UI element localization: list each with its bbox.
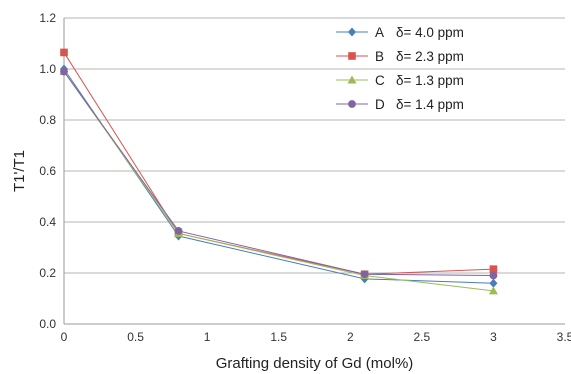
- y-tick-label: 1.2: [39, 11, 56, 25]
- x-tick-label: 1: [204, 330, 211, 344]
- x-axis-title: Grafting density of Gd (mol%): [216, 355, 414, 372]
- y-tick-label: 0.6: [39, 164, 56, 178]
- legend-series-name: A: [375, 25, 384, 40]
- series-d: [60, 67, 498, 280]
- legend-swatch-marker: [348, 27, 356, 37]
- x-tick-label: 3: [490, 330, 497, 344]
- x-tick-label: 3.5: [557, 330, 571, 344]
- legend-series-label: δ= 4.0 ppm: [396, 25, 464, 40]
- legend-series-name: B: [375, 49, 384, 64]
- x-tick-label: 2.5: [414, 330, 431, 344]
- legend-series-label: δ= 1.3 ppm: [396, 73, 464, 88]
- legend-swatch-marker: [348, 100, 356, 108]
- legend-swatch-marker: [347, 75, 357, 84]
- series-group: [59, 48, 498, 295]
- legend-swatch-marker: [348, 52, 356, 60]
- series-b-point: [60, 48, 68, 57]
- y-tick-label: 1.0: [39, 62, 56, 76]
- series-a-point: [489, 278, 498, 288]
- series-d-point: [360, 270, 369, 279]
- y-tick-labels: 0.0 0.2 0.4 0.6 0.8 1.0 1.2: [39, 11, 56, 331]
- legend-series-label: δ= 1.4 ppm: [396, 97, 464, 112]
- legend-series-label: δ= 2.3 ppm: [396, 49, 464, 64]
- x-tick-label: 0.5: [127, 330, 144, 344]
- y-tick-label: 0.2: [39, 266, 56, 280]
- series-b-point: [489, 265, 498, 273]
- y-tick-label: 0.4: [39, 215, 56, 229]
- y-axis-title: T1'/T1: [11, 150, 28, 192]
- x-tick-labels: 0 0.5 1 1.5 2 2.5 3 3.5: [61, 330, 571, 344]
- series-d-line: [63, 71, 494, 277]
- y-tick-label: 0.0: [39, 317, 56, 331]
- series-c-line: [63, 71, 494, 292]
- x-tick-label: 0: [61, 330, 68, 344]
- legend-series-name: C: [375, 73, 385, 88]
- series-d-point: [174, 227, 183, 235]
- series-d-point: [60, 67, 68, 76]
- y-tick-label: 0.8: [39, 113, 56, 127]
- series-c-point: [488, 286, 498, 295]
- series-b-line: [63, 52, 494, 275]
- legend-series-name: D: [375, 97, 385, 112]
- series-d-point: [489, 271, 498, 280]
- gridlines: [64, 17, 565, 274]
- x-tick-label: 1.5: [270, 330, 287, 344]
- x-tick-label: 2: [347, 330, 354, 344]
